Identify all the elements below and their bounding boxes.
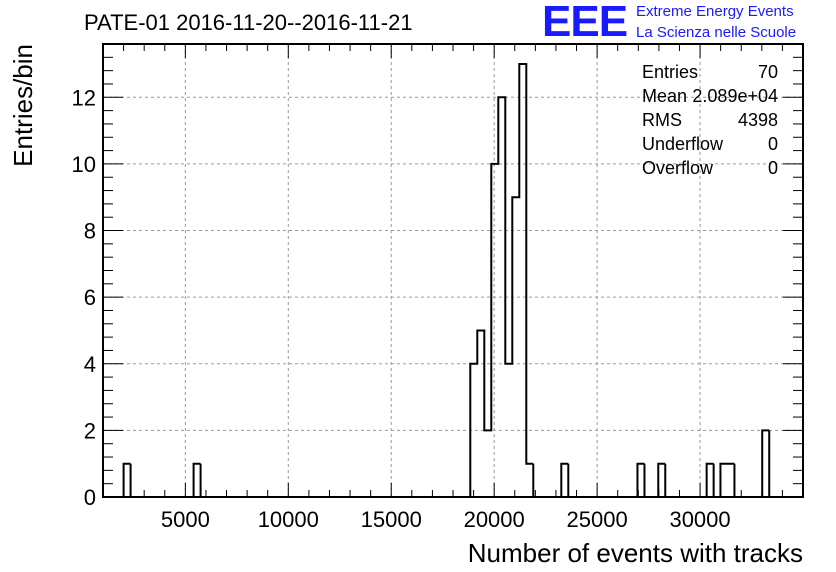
y-tick-label: 0 [84, 485, 96, 510]
x-tick-label: 20000 [464, 507, 525, 532]
x-tick-label: 5000 [161, 507, 210, 532]
stats-value: 70 [758, 62, 778, 82]
histogram-bar [519, 64, 526, 497]
histogram-bar [512, 197, 519, 497]
y-axis-label: Entries/bin [8, 44, 38, 167]
stats-label: Mean [642, 86, 687, 106]
histogram-bar [526, 464, 533, 497]
histogram-bar [194, 464, 201, 497]
histogram-bar [124, 464, 131, 497]
histogram-bar [720, 464, 727, 497]
y-tick-label: 2 [84, 418, 96, 443]
stats-label: Overflow [642, 158, 714, 178]
y-tick-label: 10 [72, 152, 96, 177]
y-tick-label: 6 [84, 285, 96, 310]
x-axis-label: Number of events with tracks [468, 538, 803, 568]
plot-frame [102, 43, 804, 498]
histogram-outline [122, 62, 771, 497]
logo-subtitle-line1: Extreme Energy Events [636, 3, 794, 20]
eee-logo: EEE [542, 0, 628, 46]
stats-label: Entries [642, 62, 698, 82]
y-tick-label: 4 [84, 352, 96, 377]
chart-title: PATE-01 2016-11-20--2016-11-21 [84, 10, 413, 35]
stats-value: 0 [768, 134, 778, 154]
stats-value: 2.089e+04 [692, 86, 778, 106]
stats-value: 0 [768, 158, 778, 178]
x-tick-label: 25000 [567, 507, 628, 532]
stats-label: Underflow [642, 134, 724, 154]
y-tick-label: 8 [84, 219, 96, 244]
stats-label: RMS [642, 110, 682, 130]
stats-value: 4398 [738, 110, 778, 130]
x-tick-label: 30000 [669, 507, 730, 532]
histogram-bar [727, 464, 734, 497]
y-tick-label: 12 [72, 85, 96, 110]
histogram-bar [477, 330, 484, 497]
histogram-bar [707, 464, 714, 497]
histogram-bar [762, 430, 769, 497]
histogram-bar [491, 164, 498, 497]
x-tick-label: 15000 [361, 507, 422, 532]
logo-subtitle-line2: La Scienza nelle Scuole [636, 24, 797, 41]
histogram-bar [561, 464, 568, 497]
histogram-bar [484, 430, 491, 497]
x-tick-label: 10000 [258, 507, 319, 532]
